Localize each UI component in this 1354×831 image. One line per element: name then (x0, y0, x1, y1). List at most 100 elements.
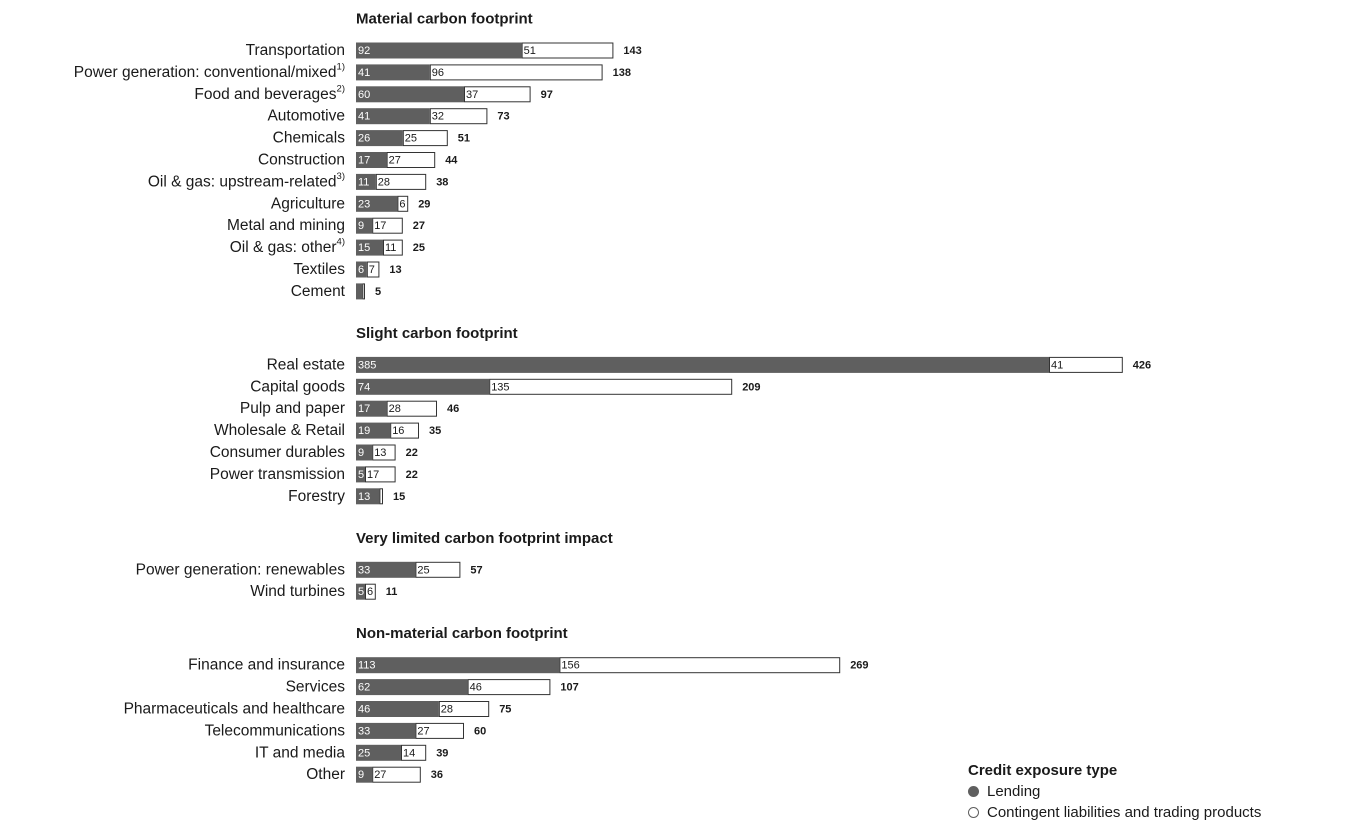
value-label-total: 426 (1133, 359, 1151, 371)
value-label-lending: 6 (358, 264, 364, 276)
value-label-contingent: 25 (417, 564, 429, 576)
category-label: Forestry (288, 488, 345, 505)
category-label: Power generation: conventional/mixed1) (74, 61, 345, 81)
value-label-total: 46 (447, 403, 459, 415)
bar-contingent-wind-turbines (365, 583, 376, 600)
legend-item-contingent: Contingent liabilities and trading produ… (968, 802, 1354, 823)
value-label-lending: 9 (358, 769, 364, 781)
category-label: Automotive (267, 108, 345, 125)
value-label-lending: 11 (358, 176, 369, 188)
value-label-lending: 17 (358, 403, 370, 415)
bar-lending-finance-and-insurance (356, 657, 560, 674)
value-label-lending: 74 (358, 381, 370, 393)
value-label-total: 143 (623, 45, 641, 57)
value-label-contingent: 6 (367, 586, 373, 598)
value-label-total: 15 (393, 491, 405, 503)
value-label-contingent: 32 (432, 111, 444, 123)
value-label-total: 107 (560, 682, 578, 694)
bar-contingent-telecommunications (415, 722, 464, 739)
category-label: Transportation (246, 42, 345, 59)
category-label: Pharmaceuticals and healthcare (124, 701, 345, 718)
bar-contingent-metal-and-mining (372, 217, 403, 234)
value-label-lending: 385 (358, 359, 376, 371)
category-label: Oil & gas: upstream-related3) (148, 170, 345, 190)
value-label-lending: 33 (358, 725, 370, 737)
value-label-total: 73 (497, 111, 509, 123)
bar-lending-wind-turbines (356, 583, 365, 600)
value-label-total: 44 (445, 155, 458, 167)
value-label-lending: 9 (358, 220, 364, 232)
category-label: Finance and insurance (188, 657, 345, 674)
filled-circle-icon (968, 786, 979, 797)
bar-lending-consumer-durables (356, 444, 373, 461)
bar-lending-pulp-and-paper (356, 400, 387, 417)
value-label-total: 38 (436, 176, 448, 188)
value-label-total: 57 (470, 564, 482, 576)
value-label-total: 60 (474, 725, 486, 737)
value-label-total: 138 (613, 67, 631, 79)
bar-lending-capital-goods (356, 378, 490, 395)
category-label: IT and media (255, 744, 346, 761)
bar-contingent-construction (386, 152, 436, 168)
bar-contingent-oil-gas-other (383, 239, 403, 256)
bar-contingent-power-transmission (365, 466, 396, 483)
value-label-lending: 23 (358, 198, 370, 210)
category-label: Metal and mining (227, 217, 345, 234)
value-label-total: 97 (541, 89, 553, 101)
bar-lending-cement (356, 283, 363, 300)
value-label-lending: 26 (358, 133, 370, 145)
value-label-lending: 46 (358, 704, 370, 716)
value-label-total: 5 (375, 286, 381, 298)
bar-contingent-oil-gas-upstream-related (375, 173, 427, 190)
category-label: Power generation: renewables (136, 561, 346, 578)
value-label-total: 27 (413, 220, 425, 232)
bar-lending-chemicals (356, 130, 403, 147)
bar-contingent-consumer-durables (372, 444, 396, 461)
value-label-lending: 62 (358, 682, 370, 694)
bar-contingent-wholesale-retail (390, 422, 420, 439)
category-label: Services (286, 679, 346, 696)
value-label-contingent: 27 (374, 769, 386, 781)
category-label: Wholesale & Retail (214, 422, 345, 439)
value-label-lending: 113 (358, 660, 376, 672)
value-label-total: 51 (458, 133, 470, 145)
footnote-marker: 1) (337, 61, 345, 72)
bar-lending-forestry (356, 488, 380, 505)
value-label-lending: 5 (358, 469, 364, 481)
category-label: Construction (258, 152, 345, 169)
category-label: Capital goods (250, 378, 345, 395)
bar-contingent-forestry (379, 488, 383, 505)
value-label-contingent: 28 (441, 704, 453, 716)
bar-contingent-cement (362, 283, 365, 300)
legend-title: Credit exposure type (968, 762, 1118, 779)
bar-lending-transportation (356, 42, 522, 59)
value-label-total: 11 (386, 586, 398, 598)
category-label: Textiles (293, 261, 345, 278)
legend-label-contingent: Contingent liabilities and trading produ… (987, 804, 1262, 821)
value-label-total: 75 (499, 704, 511, 716)
value-label-total: 25 (413, 242, 425, 254)
value-label-contingent: 11 (385, 242, 396, 254)
bar-lending-oil-gas-other (356, 239, 383, 256)
value-label-lending: 41 (358, 111, 370, 123)
bar-lending-it-and-media (356, 744, 401, 761)
outline-circle-icon (968, 807, 979, 818)
bar-lending-real-estate (356, 356, 1049, 373)
value-label-total: 35 (429, 425, 441, 437)
value-label-contingent: 17 (367, 469, 379, 481)
bar-lending-wholesale-retail (356, 422, 391, 439)
legend-item-lending: Lending (968, 781, 1354, 802)
category-label: Oil & gas: other4) (230, 236, 345, 256)
bar-lending-power-generation-renewables (356, 561, 416, 578)
value-label-lending: 13 (358, 491, 370, 503)
bar-lending-construction (356, 152, 387, 168)
value-label-contingent: 46 (470, 682, 482, 694)
value-label-total: 22 (406, 447, 418, 459)
bar-contingent-pulp-and-paper (386, 400, 438, 417)
footnote-marker: 2) (337, 83, 345, 94)
value-label-lending: 19 (358, 425, 370, 437)
bar-contingent-textiles (366, 261, 380, 278)
value-label-lending: 17 (358, 155, 370, 167)
bar-contingent-it-and-media (401, 744, 427, 761)
